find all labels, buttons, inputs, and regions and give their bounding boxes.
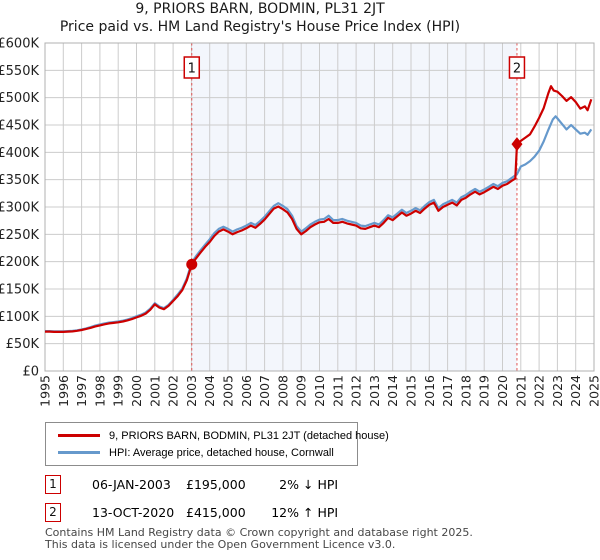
x-axis-tick-label: 2014 [385, 375, 400, 407]
x-axis-tick-label: 1996 [56, 375, 71, 407]
sale-2-badge: 2 [45, 502, 61, 522]
price-history-chart: 1 2 £0 £50K £100K £150K £200K £250K £300K £350K £4… [0, 37, 600, 407]
sale-marker-circle [186, 258, 198, 270]
legend-label-hpi: HPI: Average price, detached house, Corn… [109, 446, 334, 459]
page-subtitle: Price paid vs. HM Land Registry's House … [59, 19, 461, 35]
y-axis-tick-label: £500K [0, 91, 39, 106]
y-axis-tick-label: £250K [0, 228, 39, 243]
x-axis-tick-label: 2016 [422, 375, 437, 407]
y-axis-tick-label: £150K [0, 283, 39, 298]
x-axis-tick-label: 2007 [257, 375, 272, 407]
x-axis-tick-label: 2015 [404, 375, 419, 407]
x-axis-tick-label: 2025 [587, 375, 600, 407]
sale-2-date: 13-OCT-2020 [92, 504, 175, 520]
x-axis-tick-label: 1997 [74, 375, 89, 407]
y-axis-tick-label: £0 [22, 365, 39, 380]
x-axis-tick-label: 2003 [184, 375, 199, 407]
y-axis-tick-label: £550K [0, 64, 39, 79]
y-axis-tick-label: £200K [0, 255, 39, 270]
sale-2-price: £415,000 [186, 504, 246, 520]
y-axis-tick-label: £450K [0, 119, 39, 134]
sale-1-date: 06-JAN-2003 [92, 476, 171, 492]
x-axis-tick-label: 2010 [312, 375, 327, 407]
y-axis-tick-label: £350K [0, 173, 39, 188]
hpi-line-swatch [58, 451, 100, 454]
x-axis-tick-label: 1995 [38, 375, 53, 407]
x-axis-tick-label: 2021 [513, 375, 528, 407]
page-title: 9, PRIORS BARN, BODMIN, PL31 2JT [135, 1, 385, 17]
x-axis-tick-label: 2013 [367, 375, 382, 407]
y-axis-tick-label: £600K [0, 37, 39, 52]
sale-1-pct: 2% [279, 476, 299, 492]
sale-row-2: 2 13-OCT-2020 £415,000 12% ↑ HPI [45, 502, 338, 522]
x-axis-tick-label: 2018 [458, 375, 473, 407]
x-axis-tick-label: 2023 [550, 375, 565, 407]
x-axis-tick-label: 2019 [477, 375, 492, 407]
x-axis-tick-label: 2024 [568, 375, 583, 407]
chart-header: 9, PRIORS BARN, BODMIN, PL31 2JT Price p… [0, 0, 520, 36]
legend-label-property: 9, PRIORS BARN, BODMIN, PL31 2JT (detach… [109, 429, 389, 442]
sale-row-1: 1 06-JAN-2003 £195,000 2% ↓ HPI [45, 474, 338, 494]
x-axis-tick-label: 2002 [166, 375, 181, 407]
x-axis-tick-label: 1998 [92, 375, 107, 407]
sale-1-hpi-delta: 2% ↓ HPI [271, 477, 338, 492]
x-axis-tick-label: 2022 [532, 375, 547, 407]
attribution-footer: Contains HM Land Registry data © Crown c… [45, 527, 473, 550]
y-axis-tick-label: £400K [0, 146, 39, 161]
x-axis-tick-label: 2004 [202, 375, 217, 407]
legend-entry-hpi: HPI: Average price, detached house, Corn… [58, 444, 351, 461]
chart-legend: 9, PRIORS BARN, BODMIN, PL31 2JT (detach… [45, 422, 389, 466]
plot-border [44, 42, 595, 372]
attribution-line-2: This data is licensed under the Open Gov… [45, 537, 396, 551]
x-axis-tick-label: 2006 [239, 375, 254, 407]
x-axis-tick-label: 2011 [330, 375, 345, 407]
y-axis-tick-label: £100K [0, 310, 39, 325]
property-price-line [45, 85, 593, 333]
x-axis-tick-label: 2005 [221, 375, 236, 407]
x-axis-tick-label: 2000 [129, 375, 144, 407]
sale-1-delta-label: ↓ HPI [303, 476, 339, 492]
x-axis-tick-label: 2017 [440, 375, 455, 407]
sale-2-pct: 12% [271, 504, 299, 520]
sale-number-box [508, 56, 526, 79]
x-axis-tick-label: 2001 [147, 375, 162, 407]
x-axis-tick-label: 2009 [294, 375, 309, 407]
y-axis-tick-label: £300K [0, 201, 39, 216]
x-axis-tick-label: 2008 [275, 375, 290, 407]
sale-1-badge: 1 [45, 474, 61, 494]
sale-number-box [183, 56, 201, 79]
sale-2-hpi-delta: 12% ↑ HPI [271, 505, 338, 520]
attribution-line-1: Contains HM Land Registry data © Crown c… [45, 526, 473, 539]
sale-2-delta-label: ↑ HPI [303, 504, 339, 520]
sale-number-text: 1 [188, 62, 196, 77]
x-axis-tick-label: 1999 [111, 375, 126, 407]
sale-marker-diamond [511, 137, 523, 152]
sale-1-price: £195,000 [186, 476, 246, 492]
legend-entry-property: 9, PRIORS BARN, BODMIN, PL31 2JT (detach… [58, 427, 389, 444]
y-axis-tick-label: £50K [6, 337, 40, 352]
x-axis-tick-label: 2012 [349, 375, 364, 407]
sale-number-text: 2 [513, 62, 521, 77]
x-axis-tick-label: 2020 [495, 375, 510, 407]
sale-annotations: 1 06-JAN-2003 £195,000 2% ↓ HPI 2 13-OCT… [45, 474, 338, 530]
property-line-swatch [58, 434, 100, 437]
